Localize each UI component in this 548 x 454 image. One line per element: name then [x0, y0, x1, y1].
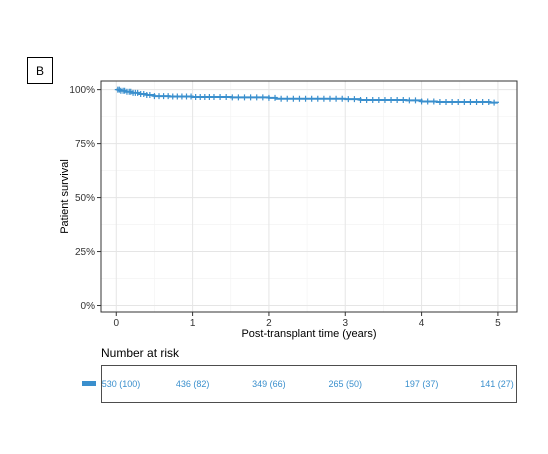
x-axis-title: Post-transplant time (years) — [241, 328, 376, 340]
censor-mark — [467, 98, 474, 105]
x-tick-label: 1 — [190, 318, 196, 329]
x-tick-label: 0 — [113, 318, 119, 329]
censor-mark — [241, 94, 248, 101]
censor-mark — [491, 99, 498, 106]
y-tick-label: 25% — [75, 247, 95, 258]
censor-mark — [388, 96, 395, 103]
risk-cell: 349 (66) — [252, 379, 286, 389]
censor-mark — [140, 90, 147, 97]
censor-mark — [455, 98, 462, 105]
risk-cell: 197 (37) — [404, 379, 439, 389]
censor-mark — [345, 96, 352, 103]
censor-mark — [375, 96, 382, 103]
y-tick-label: 75% — [75, 139, 95, 150]
censor-mark — [400, 96, 407, 103]
censor-mark — [210, 93, 217, 100]
censor-mark — [247, 94, 254, 101]
y-axis-title: Patient survival — [59, 159, 71, 234]
censor-mark — [412, 97, 419, 104]
risk-cell: 141 (27) — [480, 379, 514, 389]
censor-mark — [351, 96, 358, 103]
censor-mark — [479, 98, 486, 105]
censor-mark — [314, 95, 321, 102]
x-tick-label: 3 — [342, 318, 348, 329]
censor-mark — [381, 96, 388, 103]
censor-mark — [302, 95, 309, 102]
y-tick-label: 50% — [75, 193, 95, 204]
plot-border — [100, 80, 518, 313]
censor-mark — [430, 98, 437, 105]
censor-mark — [394, 96, 401, 103]
censor-mark — [217, 93, 224, 100]
censor-mark — [485, 98, 492, 105]
censor-mark — [418, 98, 425, 105]
censor-mark — [253, 94, 260, 101]
x-tick-label: 4 — [419, 318, 425, 329]
censor-mark — [278, 95, 285, 102]
x-tick-label: 5 — [495, 318, 501, 329]
censor-mark — [223, 93, 230, 100]
censor-mark — [229, 94, 236, 101]
plot-panel — [101, 81, 517, 312]
censor-mark — [320, 95, 327, 102]
risk-table-box — [101, 365, 517, 403]
censor-mark — [296, 95, 303, 102]
y-tick-label: 100% — [69, 85, 95, 96]
risk-cell: 265 (50) — [328, 379, 363, 389]
x-tick-label: 2 — [266, 318, 272, 329]
censor-mark — [290, 95, 297, 102]
censor-mark — [333, 95, 340, 102]
censor-mark — [461, 98, 468, 105]
y-tick-label: 0% — [81, 301, 96, 312]
censor-mark — [265, 94, 272, 101]
risk-cell: 436 (82) — [175, 379, 210, 389]
risk-table-title: Number at risk — [101, 346, 180, 360]
censor-mark — [326, 95, 333, 102]
censor-mark — [449, 98, 456, 105]
panel-label: B — [27, 57, 53, 84]
censor-mark — [424, 98, 431, 105]
censor-mark — [357, 96, 364, 103]
censor-mark — [473, 98, 480, 105]
censor-mark — [308, 95, 315, 102]
censor-mark — [134, 89, 141, 96]
censor-mark — [272, 94, 279, 101]
risk-series-swatch — [82, 381, 96, 386]
risk-cell: 530 (100) — [101, 379, 141, 389]
censor-mark — [443, 98, 450, 105]
censor-mark — [284, 95, 291, 102]
censor-mark — [259, 94, 266, 101]
censor-mark — [369, 96, 376, 103]
censor-mark — [339, 95, 346, 102]
censor-mark — [363, 96, 370, 103]
censor-mark — [235, 94, 242, 101]
censor-mark — [436, 98, 443, 105]
censor-mark — [406, 97, 413, 104]
censor-mark — [146, 92, 153, 99]
